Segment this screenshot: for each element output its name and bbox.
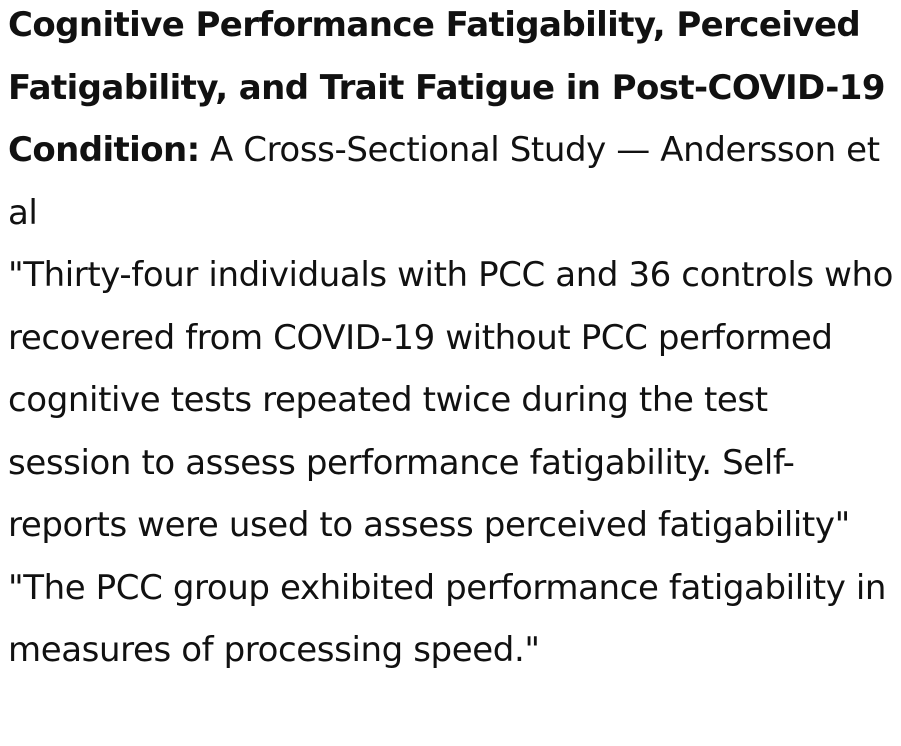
article-heading: Cognitive Performance Fatigability, Perc… xyxy=(8,0,901,244)
article-title: Cognitive Performance Fatigability, Perc… xyxy=(8,5,886,170)
quote-results: "The PCC group exhibited performance fat… xyxy=(8,567,887,671)
quote-methods: "Thirty-four individuals with PCC and 36… xyxy=(8,255,894,545)
article-subtitle: A Cross-Sectional Study — Andersson et a… xyxy=(8,130,880,233)
